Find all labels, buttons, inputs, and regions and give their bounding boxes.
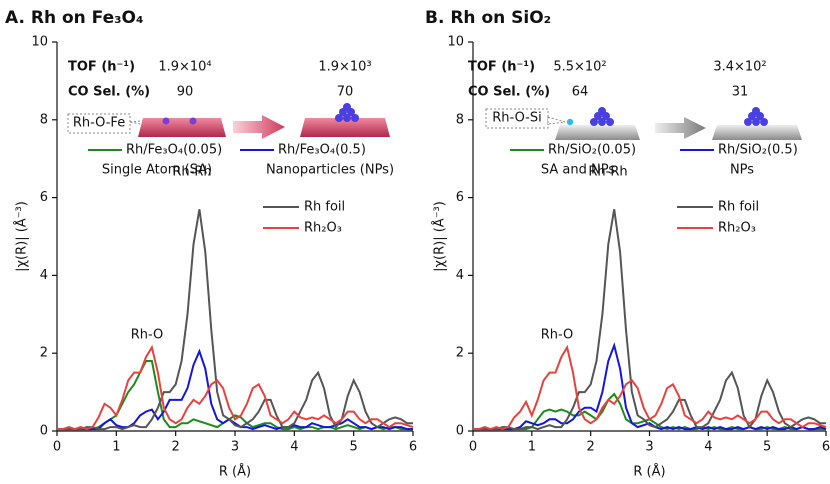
x-tick-label: 0: [469, 440, 477, 455]
legend-label: Rh/Fe₃O₄(0.05): [126, 143, 222, 158]
x-tick-label: 4: [290, 440, 298, 455]
y-tick-label: 0: [456, 424, 464, 439]
legend-label: Rh foil: [304, 200, 345, 215]
series-line: [57, 344, 414, 431]
legend-label: Rh/SiO₂(0.05): [548, 143, 636, 158]
table-value: 31: [732, 85, 749, 100]
diagram-label: Rh-O-Fe: [73, 116, 125, 131]
diagram-label: Rh-O-Si: [492, 111, 541, 126]
y-tick-label: 0: [40, 424, 48, 439]
series-line: [473, 342, 827, 431]
y-tick-label: 10: [447, 35, 464, 50]
peak-annotation: Rh-O: [541, 328, 574, 343]
legend-description: Single Atom (SA): [102, 163, 212, 178]
x-tick-label: 6: [409, 440, 417, 455]
y-tick-label: 4: [40, 268, 48, 283]
peak-annotation: Rh-Rh: [172, 165, 211, 180]
table-value: 1.9×10³: [318, 60, 371, 75]
legend-label: Rh foil: [718, 200, 759, 215]
table-row-label: CO Sel. (%): [68, 85, 150, 100]
x-tick-label: 1: [112, 440, 120, 455]
legend-label: Rh₂O₃: [718, 221, 756, 236]
y-tick-label: 6: [456, 190, 464, 205]
legend-label: Rh/Fe₃O₄(0.5): [278, 143, 366, 158]
table-value: 3.4×10²: [713, 60, 766, 75]
x-tick-label: 2: [587, 440, 595, 455]
x-tick-label: 0: [53, 440, 61, 455]
chart-title: A. Rh on Fe₃O₄: [5, 8, 143, 28]
table-value: 70: [337, 85, 354, 100]
series-line: [57, 348, 413, 431]
x-tick-label: 1: [528, 440, 536, 455]
y-tick-label: 10: [31, 35, 48, 50]
legend-description: SA and NPs: [541, 163, 615, 178]
x-tick-label: 2: [172, 440, 180, 455]
table-value: 5.5×10²: [553, 60, 606, 75]
schematic-b: [485, 107, 802, 140]
table-value: 1.9×10⁴: [158, 60, 211, 75]
y-axis-label: |χ(R)| (Å⁻³): [14, 201, 30, 272]
y-tick-label: 8: [40, 112, 48, 127]
y-tick-label: 6: [40, 190, 48, 205]
y-axis-label: |χ(R)| (Å⁻³): [432, 201, 448, 272]
series-line: [57, 209, 413, 431]
chart-title: B. Rh on SiO₂: [425, 8, 551, 28]
table-value: 90: [177, 85, 194, 100]
y-tick-label: 2: [456, 346, 464, 361]
table-row-label: TOF (h⁻¹): [68, 60, 135, 75]
x-tick-label: 4: [704, 440, 712, 455]
x-tick-label: 5: [763, 440, 771, 455]
peak-annotation: Rh-Rh: [588, 165, 627, 180]
table-row-label: CO Sel. (%): [468, 85, 550, 100]
peak-annotation: Rh-O: [131, 328, 164, 343]
legend-description: Nanoparticles (NPs): [266, 163, 394, 178]
schematic-a: [67, 103, 390, 139]
series-line: [473, 344, 827, 431]
x-tick-label: 3: [231, 440, 239, 455]
table-value: 64: [572, 85, 589, 100]
legend-description: NPs: [730, 163, 754, 178]
y-tick-label: 2: [40, 346, 48, 361]
legend-label: Rh₂O₃: [304, 221, 342, 236]
y-tick-label: 8: [456, 112, 464, 127]
x-tick-label: 3: [645, 440, 653, 455]
legend-label: Rh/SiO₂(0.5): [718, 143, 798, 158]
x-tick-label: 5: [350, 440, 358, 455]
y-tick-label: 4: [456, 268, 464, 283]
x-axis-label: R (Å): [219, 464, 251, 480]
table-row-label: TOF (h⁻¹): [468, 60, 535, 75]
x-axis-label: R (Å): [633, 464, 665, 480]
x-tick-label: 6: [822, 440, 830, 455]
series-line: [473, 209, 826, 431]
